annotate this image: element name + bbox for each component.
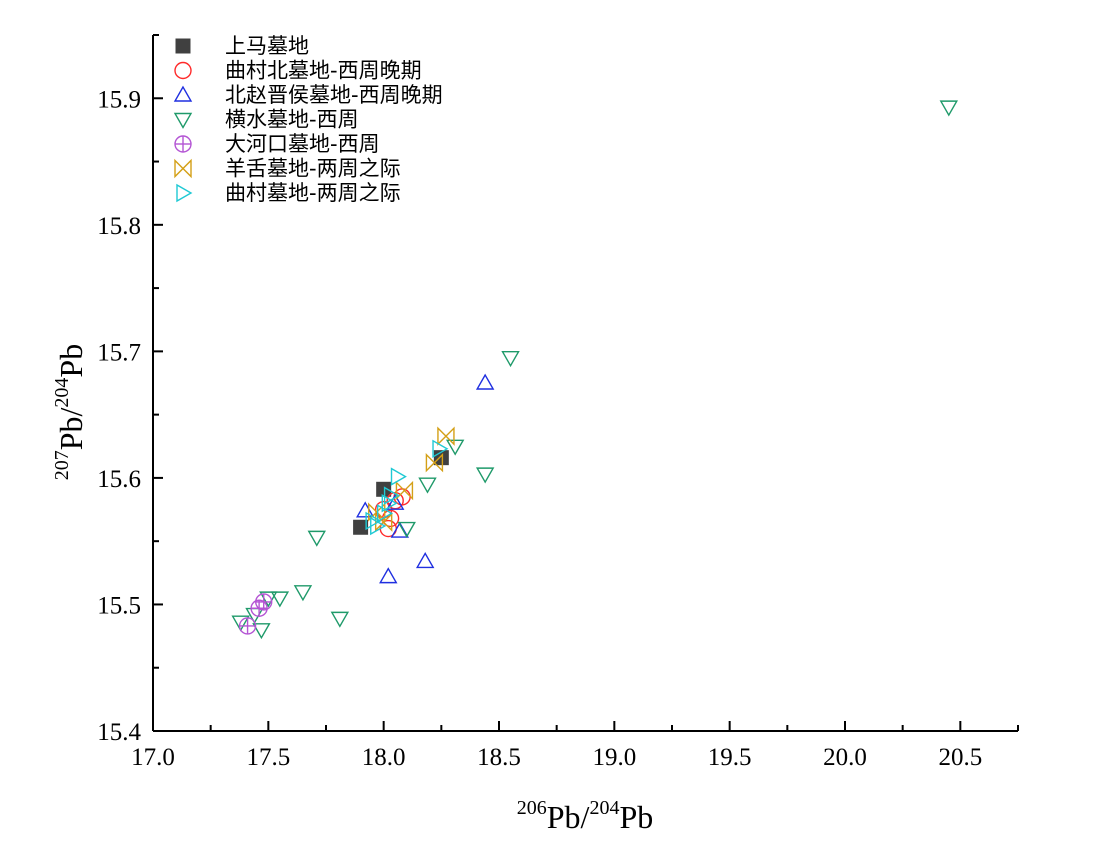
data-point-s3-p8 xyxy=(418,477,437,494)
data-point-s2-p5 xyxy=(385,493,405,510)
y-tick-label: 15.9 xyxy=(97,86,141,113)
svg-text:207Pb/204Pb: 207Pb/204Pb xyxy=(51,344,89,480)
data-point-s3-p6 xyxy=(330,611,350,628)
x-title-base: Pb/ xyxy=(547,799,590,835)
data-point-s3-p0 xyxy=(231,615,250,632)
data-point-s3-p10 xyxy=(475,467,495,484)
data-point-s6-p6 xyxy=(365,511,382,531)
x-tick-label: 19.0 xyxy=(592,744,636,771)
legend-marker-4 xyxy=(174,135,192,153)
data-points xyxy=(231,100,959,640)
x-tick-label: 20.0 xyxy=(823,744,867,771)
x-title-tail: Pb xyxy=(619,799,653,835)
data-point-s5-p1 xyxy=(395,480,414,501)
data-point-s3-p3 xyxy=(270,591,290,608)
y-title-tail: Pb xyxy=(53,344,89,378)
y-title-base: Pb/ xyxy=(53,407,89,450)
legend-label-1: 曲村北墓地-西周晚期 xyxy=(225,59,422,83)
y-tick-label: 15.4 xyxy=(97,719,141,746)
legend: 上马墓地曲村北墓地-西周晚期北赵晋侯墓地-西周晚期横水墓地-西周大河口墓地-西周… xyxy=(173,34,443,205)
x-tick-label: 20.5 xyxy=(938,744,982,771)
x-tick-label: 17.5 xyxy=(246,744,290,771)
data-point-s3-p7 xyxy=(397,521,416,538)
y-tick-label: 15.7 xyxy=(97,339,141,366)
legend-marker-0 xyxy=(175,38,191,54)
data-point-s3-p12 xyxy=(939,100,959,117)
legend-marker-2 xyxy=(173,85,193,102)
legend-marker-3 xyxy=(173,112,193,129)
data-point-s3-p4 xyxy=(293,585,313,602)
x-title-sup2: 204 xyxy=(589,797,619,819)
axes: 17.0 17.5 18.0 18.5 19.0 19.5 20.0 20.5 15.4 15.5… xyxy=(97,34,1019,771)
x-tick-label: 18.5 xyxy=(477,744,521,771)
data-point-s6-p3 xyxy=(390,467,407,486)
data-point-s2-p3 xyxy=(415,552,435,569)
y-title-sup2: 204 xyxy=(51,378,73,408)
legend-label-5: 羊舌墓地-两周之际 xyxy=(225,157,401,181)
data-point-s5-p3 xyxy=(437,426,455,446)
data-point-s3-p1 xyxy=(252,623,271,640)
data-point-s6-p2 xyxy=(383,486,400,505)
x-tick-label: 19.5 xyxy=(708,744,752,771)
legend-marker-6 xyxy=(176,183,193,203)
data-point-s2-p1 xyxy=(379,567,398,584)
x-axis-title: 206Pb/204Pb xyxy=(517,797,653,835)
x-tick-label: 18.0 xyxy=(362,744,406,771)
legend-label-6: 曲村墓地-两周之际 xyxy=(225,181,401,205)
y-tick-label: 15.8 xyxy=(97,213,141,240)
data-point-s5-p4 xyxy=(374,512,393,532)
data-point-s2-p0 xyxy=(356,501,375,518)
legend-label-0: 上马墓地 xyxy=(225,34,309,58)
data-point-s3-p11 xyxy=(501,350,520,368)
data-point-s5-p2 xyxy=(425,453,444,473)
y-title-sup1: 207 xyxy=(51,450,73,480)
legend-label-3: 横水墓地-西周 xyxy=(225,108,359,132)
x-tick-label: 17.0 xyxy=(131,744,175,771)
legend-label-2: 北赵晋侯墓地-西周晚期 xyxy=(225,83,443,107)
data-point-s6-p5 xyxy=(381,494,398,513)
x-title-sup1: 206 xyxy=(517,797,547,819)
legend-label-4: 大河口墓地-西周 xyxy=(225,132,380,156)
y-tick-label: 15.5 xyxy=(97,592,141,619)
legend-marker-5 xyxy=(174,158,192,179)
data-point-s6-p4 xyxy=(432,439,449,459)
data-point-s3-p9 xyxy=(445,439,465,456)
data-point-s4-p2 xyxy=(255,593,273,611)
data-point-s0-p0 xyxy=(353,519,369,535)
data-point-s2-p4 xyxy=(475,373,495,390)
y-axis-title: 207Pb/204Pb xyxy=(51,344,89,480)
data-point-s4-p0 xyxy=(238,617,257,635)
legend-marker-1 xyxy=(174,61,192,80)
y-tick-label: 15.6 xyxy=(97,466,141,493)
svg-text:206Pb/204Pb: 206Pb/204Pb xyxy=(517,797,653,835)
data-point-s3-p5 xyxy=(307,530,326,547)
